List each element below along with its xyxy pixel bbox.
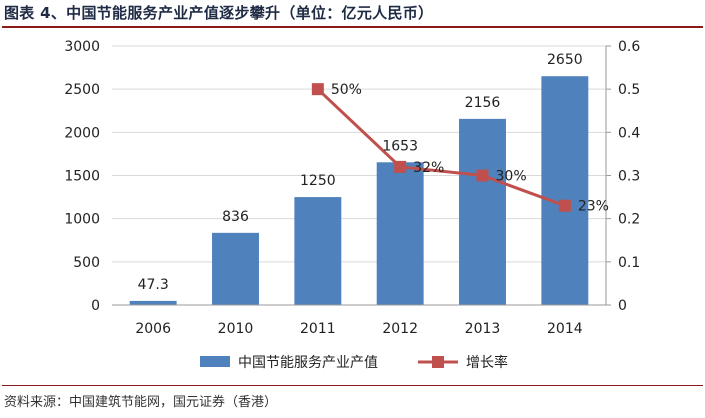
bar <box>212 232 259 305</box>
source-note: 资料来源：中国建筑节能网，国元证券（香港） <box>4 395 278 410</box>
right-axis-tick-label: 0.6 <box>618 39 640 55</box>
growth-rate-label: 32% <box>413 160 444 176</box>
legend-bar-swatch <box>200 356 230 367</box>
x-axis-tick-label: 2010 <box>218 321 254 337</box>
right-axis-tick-label: 0.5 <box>618 82 640 98</box>
bar-value-label: 2156 <box>465 95 501 111</box>
bar-series <box>129 76 589 306</box>
bar-value-label: 2650 <box>547 52 583 68</box>
right-axis-tick-label: 0.2 <box>618 212 640 228</box>
legend-line-label: 增长率 <box>466 354 508 371</box>
growth-rate-marker <box>311 83 324 96</box>
bar <box>376 162 424 305</box>
bar <box>459 118 506 306</box>
x-axis-tick-label: 2013 <box>465 321 501 337</box>
left-axis-tick-label: 3000 <box>64 39 100 55</box>
growth-rate-label: 30% <box>496 169 527 185</box>
x-axis-tick-label: 2014 <box>547 321 583 337</box>
right-axis-tick-label: 0.3 <box>618 169 640 185</box>
left-axis-tick-label: 1000 <box>64 212 100 228</box>
axes: 0 500 1000 1500 2000 2500 3000 0 0.1 0.2 0.3 0.4 0.5… <box>64 39 640 337</box>
source-divider <box>2 385 703 386</box>
gridlines <box>112 45 606 263</box>
left-axis-tick-label: 2500 <box>64 82 100 98</box>
legend-line-marker <box>432 356 444 368</box>
data-labels: 47.3 836 1250 1653 2156 2650 50% 32% 30% 23% <box>138 52 609 293</box>
right-axis-tick-label: 0.4 <box>618 125 640 141</box>
left-axis-tick-label: 2000 <box>64 125 100 141</box>
x-axis-tick-label: 2012 <box>382 321 418 337</box>
x-axis-tick-label: 2006 <box>135 321 171 337</box>
left-axis-tick-label: 0 <box>91 298 100 314</box>
growth-rate-marker <box>394 160 407 173</box>
x-axis-tick-label: 2011 <box>300 321 336 337</box>
title-divider <box>2 26 703 28</box>
left-axis-tick-label: 1500 <box>64 169 100 185</box>
bar <box>129 300 177 305</box>
right-axis-tick-label: 0.1 <box>618 255 640 271</box>
figure-title: 图表 4、中国节能服务产业产值逐步攀升（单位：亿元人民币） <box>4 4 434 22</box>
growth-rate-line <box>316 88 566 208</box>
growth-rate-marker <box>558 199 571 212</box>
right-axis-tick-label: 0 <box>618 298 627 314</box>
growth-rate-label: 23% <box>578 199 609 215</box>
bar-value-label: 1653 <box>382 138 418 154</box>
bar-value-label: 836 <box>222 209 249 225</box>
growth-rate-label: 50% <box>331 82 362 98</box>
legend-bar-label: 中国节能服务产业产值 <box>238 355 378 371</box>
bar-value-label: 47.3 <box>138 277 169 293</box>
combo-chart: 0 500 1000 1500 2000 2500 3000 0 0.1 0.2 0.3 0.4 0.5… <box>64 39 640 371</box>
bar <box>541 76 589 305</box>
growth-rate-marker <box>476 169 489 182</box>
bar <box>294 197 342 305</box>
bar-value-label: 1250 <box>300 173 336 189</box>
legend: 中国节能服务产业产值 增长率 <box>200 354 508 371</box>
left-axis-tick-label: 500 <box>73 255 100 271</box>
line-series <box>311 83 571 212</box>
